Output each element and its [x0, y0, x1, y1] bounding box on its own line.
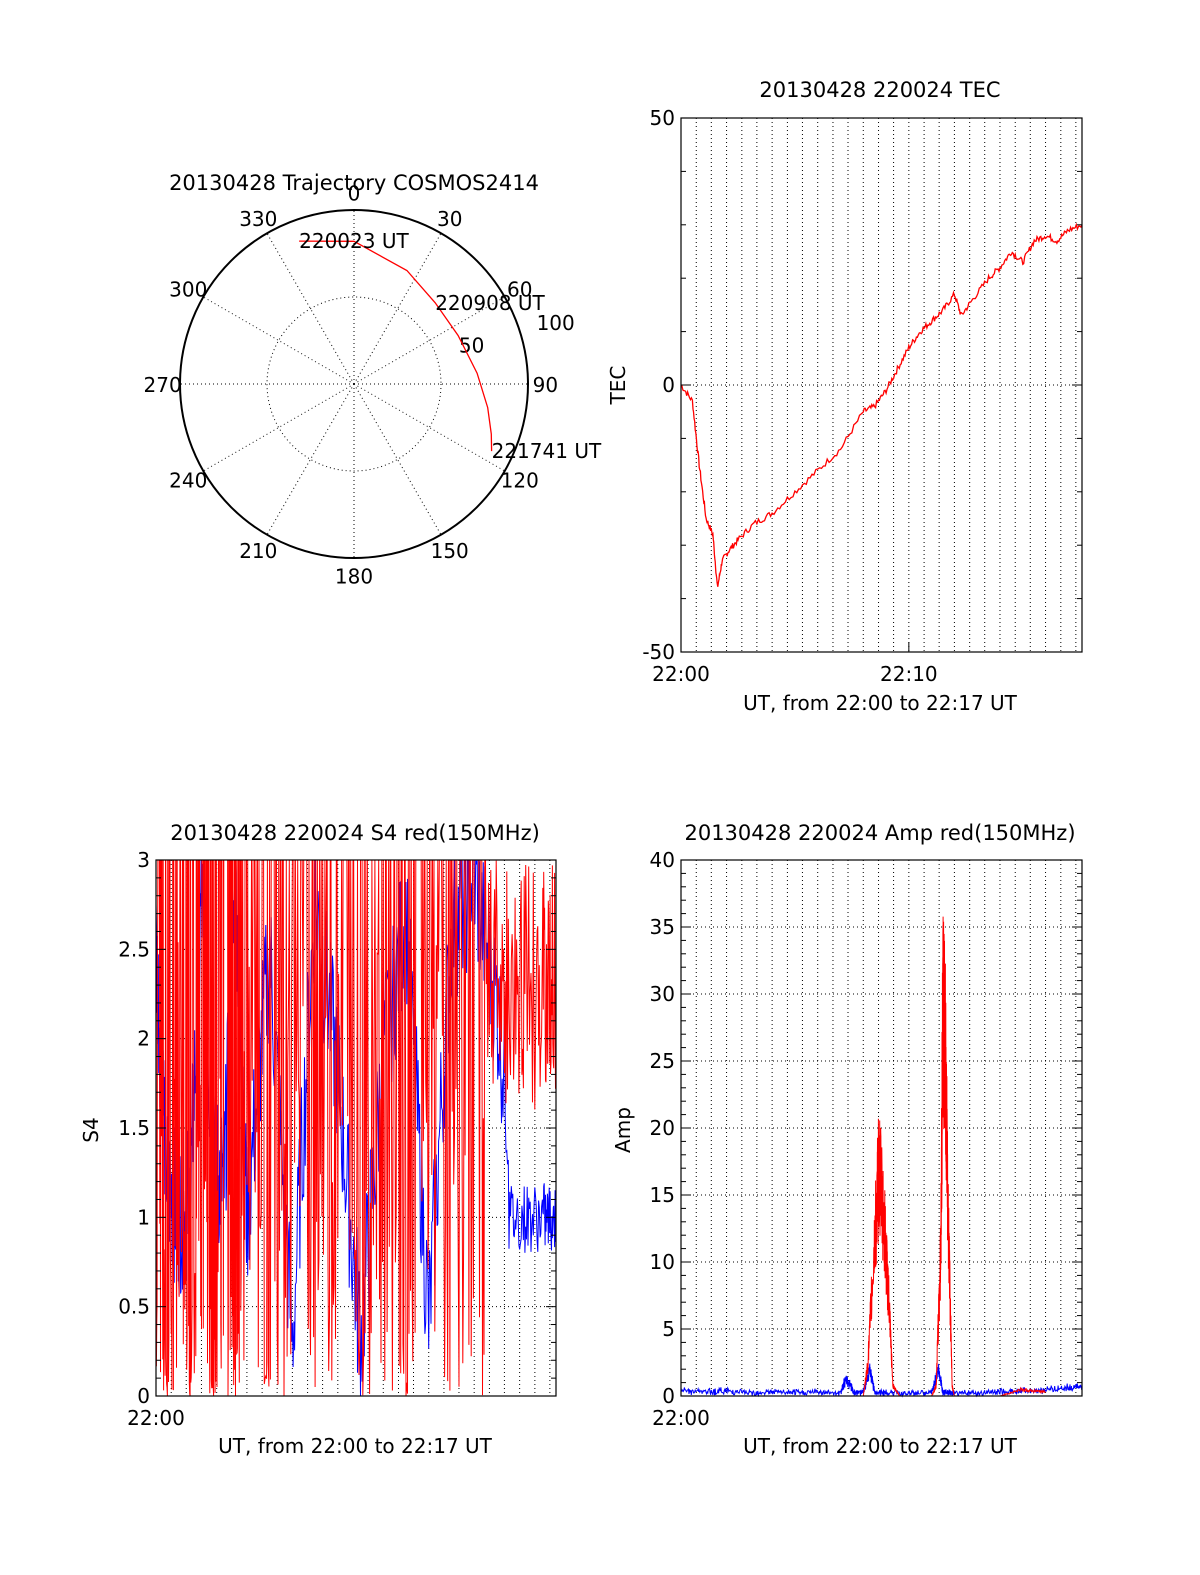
amp-panel: 20130428 220024 Amp red(150MHz) UT, from… — [611, 821, 1083, 1458]
trajectory-time-label: 220908 UT — [435, 291, 545, 315]
s4-ytick-label: 0.5 — [118, 1295, 150, 1319]
amp-ytick-label: 25 — [650, 1049, 675, 1073]
polar-outer-ring — [179, 209, 529, 559]
s4-panel: 20130428 220024 S4 red(150MHz) UT, from … — [79, 821, 557, 1458]
tec-ytick-label: 0 — [662, 373, 675, 397]
polar-angle-label: 60 — [507, 277, 532, 301]
amp-ytick-label: 30 — [650, 982, 675, 1006]
polar-spoke — [353, 296, 505, 385]
amp-xtick-label: 22:00 — [652, 1406, 710, 1430]
s4-ytick-label: 3 — [137, 848, 150, 872]
s4-ytick-label: 1.5 — [118, 1116, 150, 1140]
trajectory-title: 20130428 Trajectory COSMOS2414 — [169, 171, 539, 195]
s4-ytick-label: 2 — [137, 1027, 150, 1051]
amp-ytick-label: 0 — [662, 1384, 675, 1408]
polar-angle-label: 120 — [501, 469, 539, 493]
polar-angle-label: 210 — [239, 539, 277, 563]
amp-series-blue-line — [680, 1363, 1083, 1398]
amp-ytick-label: 20 — [650, 1116, 675, 1140]
polar-spoke — [266, 383, 355, 535]
tec-title: 20130428 220024 TEC — [759, 78, 1000, 102]
polar-spoke — [353, 383, 442, 535]
polar-angle-label: 270 — [144, 373, 182, 397]
tec-xlabel: UT, from 22:00 to 22:17 UT — [743, 691, 1018, 715]
polar-angle-label: 240 — [169, 469, 207, 493]
trajectory-polar-plot: 20130428 Trajectory COSMOS2414 0 30 60 90 12… — [144, 171, 602, 588]
tec-xtick-label: 22:00 — [652, 662, 710, 686]
trajectory-time-label: 221741 UT — [492, 439, 602, 463]
polar-spoke — [266, 233, 355, 385]
amp-title: 20130428 220024 Amp red(150MHz) — [684, 821, 1075, 845]
polar-angle-label: 0 — [348, 182, 361, 206]
trajectory-line — [299, 240, 493, 452]
amp-ytick-label: 5 — [662, 1317, 675, 1341]
s4-xlabel: UT, from 22:00 to 22:17 UT — [218, 1434, 493, 1458]
s4-ytick-label: 1 — [137, 1205, 150, 1229]
polar-spoke — [353, 383, 505, 472]
tec-ytick-label: -50 — [642, 640, 675, 664]
trajectory-time-label: 220023 UT — [299, 229, 409, 253]
polar-inner-ring — [266, 296, 442, 472]
tec-panel: 20130428 220024 TEC UT, from 22:00 to 22… — [606, 78, 1083, 715]
s4-xtick-label: 22:00 — [127, 1406, 185, 1430]
polar-angle-label: 30 — [437, 207, 462, 231]
amp-xlabel: UT, from 22:00 to 22:17 UT — [743, 1434, 1018, 1458]
tec-ylabel: TEC — [606, 366, 630, 406]
amp-ylabel: Amp — [611, 1107, 635, 1153]
polar-spoke — [203, 383, 355, 472]
s4-ylabel: S4 — [79, 1117, 103, 1142]
amp-ytick-label: 10 — [650, 1250, 675, 1274]
tec-series-line — [680, 222, 1083, 587]
polar-angle-label: 150 — [431, 539, 469, 563]
s4-ytick-label: 2.5 — [118, 937, 150, 961]
s4-series-red-line — [155, 859, 556, 1397]
tec-ytick-label: 50 — [650, 106, 675, 130]
polar-spoke — [203, 296, 355, 385]
tec-xtick-label: 22:10 — [880, 662, 938, 686]
amp-ytick-label: 40 — [650, 848, 675, 872]
polar-radial-label: 100 — [537, 311, 575, 335]
polar-angle-label: 330 — [239, 207, 277, 231]
s4-ytick-label: 0 — [137, 1384, 150, 1408]
s4-title: 20130428 220024 S4 red(150MHz) — [170, 821, 540, 845]
amp-ytick-label: 35 — [650, 915, 675, 939]
polar-angle-label: 300 — [169, 277, 207, 301]
polar-angle-label: 90 — [533, 373, 558, 397]
polar-angle-label: 180 — [335, 564, 373, 588]
polar-spoke — [353, 233, 442, 385]
amp-ytick-label: 15 — [650, 1183, 675, 1207]
